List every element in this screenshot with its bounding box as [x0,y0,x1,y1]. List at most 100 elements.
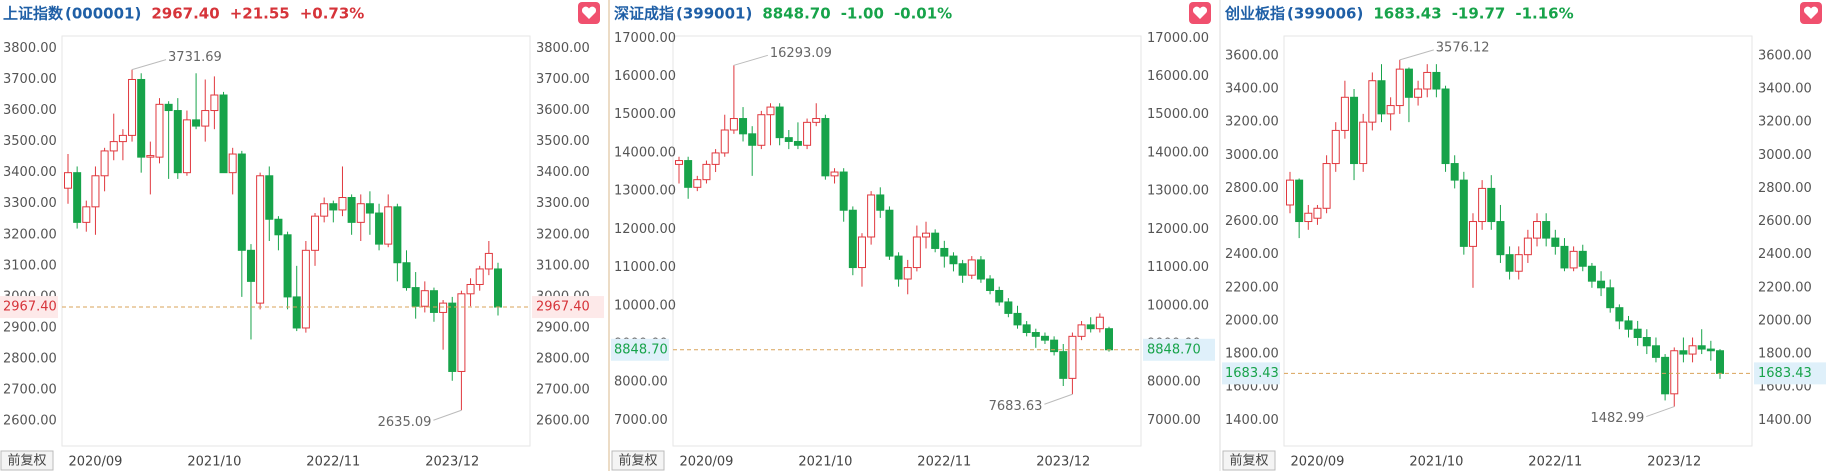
candle-body [1441,88,1450,165]
candle-body [1031,332,1040,337]
candle-body [1716,350,1724,374]
adjust-button[interactable]: 前复权 [1222,450,1276,471]
y-tick-label-right: 2800.00 [536,352,590,367]
favorite-button[interactable] [1189,2,1211,24]
x-tick-label: 2021/10 [1409,455,1463,470]
candle-body [1597,280,1606,289]
change-pct: -1.16% [1515,5,1573,23]
high-leader [131,59,167,71]
candle-body [219,94,228,174]
last-price-left: 2967.40 [3,300,57,315]
price: 2967.40 [151,5,219,23]
candle-body [1432,71,1441,90]
y-tick-label-left: 2400.00 [1225,247,1279,262]
candle-body [949,255,958,265]
candle-body [922,232,931,238]
change: +21.55 [230,5,290,23]
candle-body [967,259,976,276]
candle-body [1059,351,1068,379]
candle-body [1313,207,1322,219]
y-tick-label-left: 12000.00 [614,222,676,237]
candle-body [1404,68,1413,98]
low-label: 7683.63 [989,399,1043,414]
candle-body [1077,324,1086,337]
candle-body [1040,335,1049,341]
x-tick-label: 2023/12 [1036,455,1090,470]
favorite-button[interactable] [1800,2,1822,24]
adjust-button[interactable]: 前复权 [611,450,665,471]
y-tick-label-left: 2900.00 [3,320,57,335]
candle-body [283,234,292,298]
candle-body [246,249,255,282]
y-tick-label-right: 2000.00 [1758,313,1812,328]
candle-body [702,163,711,181]
last-price-left: 1683.43 [1225,366,1279,381]
last-price-box-left [611,338,669,361]
y-tick-label-right: 3600.00 [536,103,590,118]
candle-body [1587,265,1596,282]
favorite-button[interactable] [578,2,600,24]
candle-body [402,262,411,289]
candle-body [1423,71,1432,90]
candle-body [1468,221,1477,247]
y-tick-label-left: 3100.00 [3,258,57,273]
candle-body [192,119,201,127]
candle-body [292,296,301,329]
y-tick-label-left: 2200.00 [1225,280,1279,295]
plot-frame [61,35,531,447]
x-tick-label: 2022/11 [1528,455,1582,470]
candle-body [867,194,876,238]
y-tick-label-left: 2600.00 [3,414,57,429]
y-tick-label-left: 3300.00 [3,196,57,211]
candle-body [766,106,775,116]
candle-body [320,203,329,217]
candle-body [457,293,466,372]
y-tick-label-left: 3200.00 [1225,115,1279,130]
candle-body [1633,328,1642,338]
change-pct: +0.73% [300,5,365,23]
y-tick-label-left: 1800.00 [1225,347,1279,362]
title: 创业板指 [1224,5,1285,23]
candle-body [739,118,748,135]
candle-body [411,287,420,307]
y-tick-label-left: 14000.00 [614,145,676,160]
candle-body [118,134,127,143]
y-tick-label-right: 7000.00 [1147,413,1201,428]
code: (000001) [65,5,141,23]
y-tick-label-left: 2000.00 [1225,313,1279,328]
adjust-button-label: 前复权 [618,453,657,469]
y-tick-label-right: 17000.00 [1147,31,1209,46]
candle-body [1022,324,1031,334]
y-tick-label-left: 3700.00 [3,72,57,87]
candle-body [1642,336,1651,347]
candle-body [848,209,857,269]
y-tick-label-right: 11000.00 [1147,260,1209,275]
y-tick-label-right: 1400.00 [1758,413,1812,428]
candle-body [109,141,118,152]
y-tick-label-right: 3200.00 [536,227,590,242]
candle-body [439,302,448,313]
last-price-box-right [1143,338,1215,361]
low-leader [433,409,462,421]
y-tick-label-left: 16000.00 [614,69,676,84]
candle-body [784,137,793,142]
y-tick-label-right: 2200.00 [1758,280,1812,295]
candle-body [1004,301,1013,314]
candle-body [329,203,338,211]
candle-body [347,197,356,223]
candle-body [1478,187,1487,223]
last-price-box-right [532,296,604,319]
candle-body [393,206,402,264]
low-label: 2635.09 [378,415,432,430]
candle-body [173,110,182,174]
adjust-button[interactable]: 前复权 [0,450,54,471]
favorite-heart [581,6,597,20]
y-tick-label-right: 2800.00 [1758,181,1812,196]
candle-body [1068,335,1077,379]
x-tick-label: 2020/09 [679,455,733,470]
y-tick-label-left: 3000.00 [1225,148,1279,163]
candle-body [64,172,72,189]
candle-body [958,263,967,276]
candle-body [1095,316,1104,330]
price: 8848.70 [762,5,830,23]
